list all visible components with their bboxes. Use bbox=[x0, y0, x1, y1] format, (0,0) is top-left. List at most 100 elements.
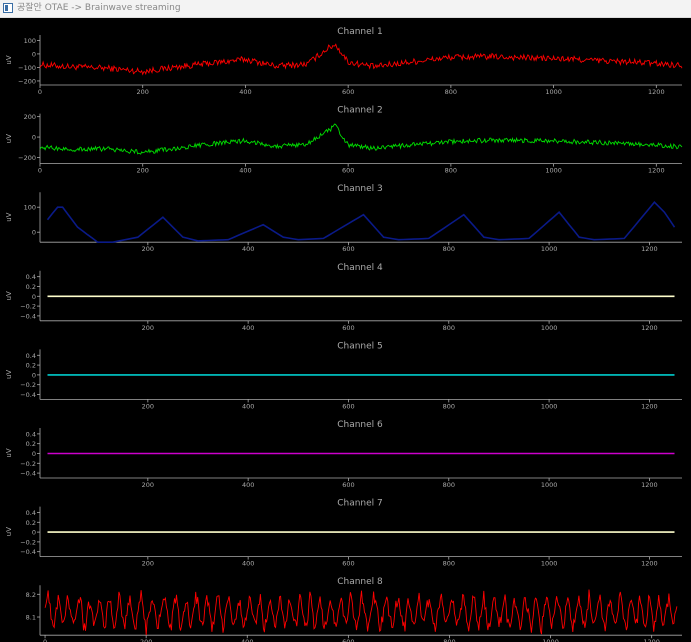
channel-8-series bbox=[44, 589, 678, 636]
x-tick-label: 1200 bbox=[641, 560, 658, 568]
x-tick-label: 400 bbox=[241, 638, 253, 642]
channel-4-panel: Channel 4 uV 0.4 0.2 0 −0.2−0.4 200 400 600 800 10… bbox=[5, 263, 682, 332]
channel-title: Channel 6 bbox=[337, 420, 383, 430]
x-tick-label: 0 bbox=[38, 167, 42, 175]
x-tick-label: 1200 bbox=[641, 324, 658, 332]
app-icon bbox=[3, 3, 13, 13]
x-tick-label: 200 bbox=[142, 245, 154, 253]
x-tick-label: 600 bbox=[342, 402, 354, 410]
window-titlebar: 공잘안 OTAE -> Brainwave streaming bbox=[0, 0, 691, 18]
x-tick-label: 200 bbox=[137, 167, 149, 175]
y-tick-label: 0 bbox=[32, 371, 36, 379]
y-axis-label: uV bbox=[5, 134, 13, 143]
x-tick-label: 1000 bbox=[541, 245, 558, 253]
y-tick-label: −0.2 bbox=[20, 460, 36, 468]
y-axis-label: uV bbox=[5, 55, 13, 64]
x-tick-label: 200 bbox=[140, 638, 152, 642]
channel-title: Channel 5 bbox=[337, 341, 383, 351]
x-tick-label: 400 bbox=[242, 245, 254, 253]
x-tick-label: 1000 bbox=[545, 88, 562, 96]
y-axis-label: uV bbox=[5, 448, 13, 457]
y-tick-label: 0.4 bbox=[26, 509, 36, 517]
y-tick-label: 8.1 bbox=[26, 614, 36, 622]
channel-6-panel: Channel 6 uV 0.4 0.2 0 −0.2 −0.4 200 400 600 800 10… bbox=[5, 420, 682, 489]
x-tick-label: 600 bbox=[342, 245, 354, 253]
channel-title: Channel 4 bbox=[337, 263, 383, 273]
x-tick-label: 1000 bbox=[541, 324, 558, 332]
x-tick-label: 1000 bbox=[541, 481, 558, 489]
y-tick-label: 100 bbox=[24, 204, 36, 212]
x-tick-label: 600 bbox=[342, 481, 354, 489]
y-tick-label: 100 bbox=[24, 37, 36, 45]
channel-title: Channel 7 bbox=[337, 499, 383, 509]
channel-title: Channel 3 bbox=[337, 184, 383, 194]
channel-title: Channel 8 bbox=[337, 577, 383, 587]
x-tick-label: 400 bbox=[242, 560, 254, 568]
x-tick-label: 1200 bbox=[648, 88, 665, 96]
x-tick-label: 1000 bbox=[541, 402, 558, 410]
y-tick-label: 0 bbox=[32, 293, 36, 301]
y-tick-label: 0 bbox=[32, 450, 36, 458]
y-tick-label: 0 bbox=[32, 134, 36, 142]
channel-5-panel: Channel 5 uV 0.4 0.20 −0.2 −0.4 200 400 600 800 10… bbox=[5, 341, 682, 410]
channel-2-series bbox=[39, 123, 683, 155]
channel-7-panel: Channel 7 uV 0.4 0.2 0−0.2 −0.4 200 400 600 800 10… bbox=[5, 499, 682, 568]
y-tick-label: 0.2 bbox=[26, 283, 36, 291]
x-tick-label: 400 bbox=[239, 167, 251, 175]
x-tick-label: 1200 bbox=[643, 638, 660, 642]
x-tick-label: 1200 bbox=[641, 245, 658, 253]
x-tick-label: 200 bbox=[137, 88, 149, 96]
y-tick-label: −0.4 bbox=[20, 548, 36, 556]
channel-8-panel: Channel 8 8.2 8.1 0 200 400 600 800 1000 1200 bbox=[26, 577, 682, 642]
x-tick-label: 800 bbox=[445, 167, 457, 175]
y-tick-label: 0.4 bbox=[26, 273, 36, 281]
y-tick-label: −200 bbox=[18, 77, 36, 85]
window-title: 공잘안 OTAE -> Brainwave streaming bbox=[17, 3, 181, 13]
x-tick-label: 600 bbox=[342, 167, 354, 175]
x-tick-label: 400 bbox=[242, 481, 254, 489]
x-tick-label: 1000 bbox=[541, 560, 558, 568]
y-tick-label: −0.2 bbox=[20, 303, 36, 311]
y-axis-label: uV bbox=[5, 370, 13, 379]
x-tick-label: 1200 bbox=[641, 481, 658, 489]
x-tick-label: 1200 bbox=[648, 167, 665, 175]
x-tick-label: 200 bbox=[142, 402, 154, 410]
x-tick-label: 800 bbox=[443, 638, 455, 642]
y-axis-label: uV bbox=[5, 291, 13, 300]
x-tick-label: 1000 bbox=[542, 638, 559, 642]
channel-title: Channel 2 bbox=[337, 106, 383, 116]
y-tick-label: −0.4 bbox=[20, 391, 36, 399]
y-tick-label: −0.4 bbox=[20, 312, 36, 320]
x-tick-label: 1200 bbox=[641, 402, 658, 410]
y-tick-label: −0.2 bbox=[20, 538, 36, 546]
x-tick-label: 600 bbox=[342, 560, 354, 568]
x-tick-label: 0 bbox=[43, 638, 47, 642]
y-tick-label: 0.2 bbox=[26, 519, 36, 527]
x-tick-label: 600 bbox=[342, 88, 354, 96]
y-axis-label: uV bbox=[5, 212, 13, 221]
x-tick-label: 600 bbox=[342, 324, 354, 332]
y-tick-label: 8.2 bbox=[26, 591, 36, 599]
x-tick-label: 0 bbox=[38, 88, 42, 96]
x-tick-label: 200 bbox=[142, 481, 154, 489]
y-tick-label: 0 bbox=[32, 50, 36, 58]
channel-title: Channel 1 bbox=[337, 27, 383, 37]
x-tick-label: 800 bbox=[443, 560, 455, 568]
x-tick-label: 400 bbox=[239, 88, 251, 96]
x-tick-label: 400 bbox=[242, 402, 254, 410]
x-tick-label: 600 bbox=[342, 638, 354, 642]
y-tick-label: −200 bbox=[18, 154, 36, 162]
y-tick-label: −0.2 bbox=[20, 381, 36, 389]
x-tick-label: 800 bbox=[443, 402, 455, 410]
y-tick-label: 0 bbox=[32, 529, 36, 537]
x-tick-label: 800 bbox=[445, 88, 457, 96]
y-tick-label: 0.2 bbox=[26, 362, 36, 370]
y-tick-label: 0.4 bbox=[26, 430, 36, 438]
y-tick-label: −0.4 bbox=[20, 470, 36, 478]
x-tick-label: 400 bbox=[242, 324, 254, 332]
channel-1-series bbox=[39, 43, 683, 76]
